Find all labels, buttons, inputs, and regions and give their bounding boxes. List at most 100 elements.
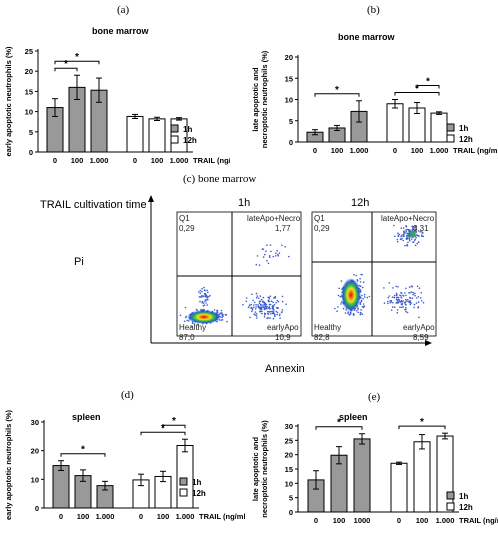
- flow-event: [393, 294, 396, 297]
- flow-event: [276, 311, 279, 314]
- flow-event: [204, 299, 207, 301]
- flow-event: [263, 315, 266, 318]
- flow-event: [207, 298, 209, 301]
- flow-1h-header: 1h: [238, 197, 251, 209]
- flow-event: [416, 285, 419, 288]
- flow-event: [278, 314, 281, 317]
- flow-event: [401, 303, 403, 306]
- flow-event: [259, 310, 262, 313]
- flow-event: [359, 313, 362, 316]
- flow-event: [409, 233, 411, 236]
- significance-star: *: [81, 445, 85, 456]
- flow-event: [405, 230, 407, 233]
- flow-event: [264, 305, 267, 308]
- flow-event: [417, 241, 420, 243]
- legend-label-12h: 12h: [183, 136, 197, 145]
- flow-event: [250, 310, 253, 313]
- flow-event: [356, 310, 358, 312]
- flow-event: [404, 244, 406, 247]
- flow-event: [274, 315, 276, 318]
- flow-event: [251, 308, 254, 310]
- flow-event: [353, 274, 355, 276]
- flow-event: [355, 274, 358, 277]
- flow-event: [405, 225, 408, 227]
- flow-event: [360, 309, 362, 311]
- flow-event: [213, 309, 216, 311]
- flow-event: [255, 317, 258, 319]
- flow-event: [409, 292, 411, 294]
- x-tick-label: 0: [139, 512, 143, 521]
- flow-1h-q1: Q1: [179, 214, 190, 223]
- x-axis-label: TRAIL (ng/ml): [193, 156, 230, 165]
- flow-event: [201, 290, 203, 293]
- x-tick-label: 100: [77, 512, 90, 521]
- flow-event: [407, 232, 410, 235]
- flow-event: [413, 306, 415, 309]
- flow-event: [268, 300, 271, 303]
- flow-event: [257, 297, 260, 300]
- legend-label-1h: 1h: [192, 478, 201, 487]
- flow-1h-q1-value: 0,29: [179, 224, 195, 233]
- y-tick-label: 0: [29, 148, 33, 157]
- flow-event: [368, 295, 371, 298]
- flow-event: [414, 294, 416, 297]
- flow-event: [392, 287, 394, 289]
- flow-event: [414, 234, 417, 237]
- flow-event: [366, 296, 369, 299]
- flow-event: [205, 299, 208, 301]
- flow-event: [255, 313, 258, 315]
- flow-event: [199, 296, 202, 298]
- chart-e: 0 5 10 15 20 25 30 late apoptotic and necroptoti…: [251, 417, 498, 525]
- flow-event: [395, 302, 398, 304]
- flow-event: [417, 296, 420, 298]
- bar: [148, 118, 166, 153]
- flow-event: [277, 255, 280, 257]
- flow-event: [225, 313, 228, 316]
- flow-event: [204, 300, 206, 302]
- flow-12h-late-value: 8,31: [413, 224, 429, 233]
- flow-event: [394, 235, 396, 238]
- flow-event: [262, 304, 264, 306]
- flow-event: [201, 287, 203, 290]
- chart-b: 0 5 10 15 20 late apoptotic and necroptotic ne…: [251, 50, 498, 155]
- flow-event: [254, 311, 257, 313]
- x-tick-label: 100: [151, 156, 164, 165]
- flow-event: [405, 300, 408, 302]
- y-tick-label: 5: [29, 128, 33, 137]
- panel-b-letter: (b): [367, 4, 380, 16]
- flow-event: [280, 311, 283, 314]
- x-tick-label: 100: [71, 156, 84, 165]
- flow-event: [266, 317, 268, 319]
- flow-event: [405, 294, 407, 297]
- significance-star: *: [415, 84, 419, 95]
- legend-swatch-1h: [446, 491, 455, 500]
- x-axis-label: TRAIL (ng/ml): [199, 512, 245, 521]
- flow-event: [409, 229, 411, 231]
- flow-event: [396, 311, 399, 314]
- flow-event: [383, 302, 386, 304]
- flow-event: [198, 291, 200, 293]
- legend-swatch-1h: [179, 477, 188, 486]
- flow-event: [272, 317, 275, 320]
- flow-event: [285, 303, 287, 305]
- x-tick-label: 1.000: [170, 156, 189, 165]
- flow-event: [404, 292, 406, 294]
- flow-event: [257, 306, 260, 309]
- flow-event: [408, 300, 411, 302]
- significance-bracket: [140, 431, 186, 436]
- flow-event: [199, 292, 202, 295]
- flow-event: [253, 301, 256, 304]
- flow-event: [407, 241, 409, 244]
- flow-event: [272, 306, 274, 309]
- x-tick-label: 1.000: [96, 512, 115, 521]
- flow-event: [407, 228, 410, 231]
- flow-event: [362, 306, 365, 309]
- flow-event: [334, 307, 336, 310]
- flow-event: [421, 231, 424, 234]
- flow-event: [399, 306, 401, 308]
- legend-label-1h: 1h: [459, 124, 468, 133]
- y-tick-label: 15: [285, 74, 293, 83]
- flow-event: [401, 300, 403, 303]
- flow-event: [276, 249, 278, 252]
- flow-event: [275, 252, 277, 254]
